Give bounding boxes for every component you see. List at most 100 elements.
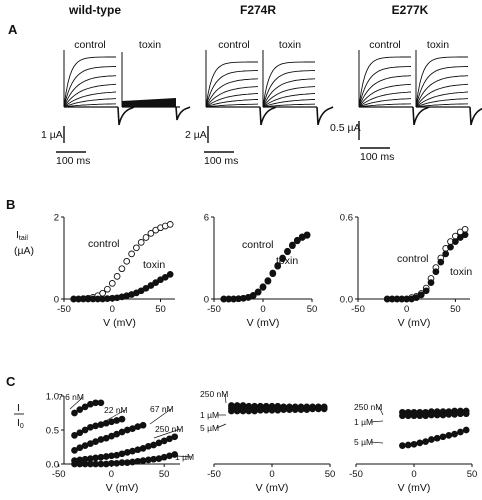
- data-point: [422, 287, 430, 295]
- current-trace: [63, 56, 116, 108]
- data-point: [269, 269, 277, 277]
- data-point: [259, 283, 267, 291]
- data-point: [404, 412, 412, 420]
- svg-text:1 µA: 1 µA: [41, 129, 63, 141]
- current-trace: [205, 103, 259, 108]
- current-trace: [415, 83, 469, 108]
- plot-b-e277k: -50 0 50 0.0 0.6 V (mV) control toxin: [340, 213, 473, 330]
- data-point: [437, 258, 445, 266]
- data-point: [457, 428, 464, 436]
- y-axis-unit: (µA): [14, 245, 34, 257]
- data-point: [262, 406, 270, 414]
- data-point: [123, 257, 131, 265]
- current-trace: [205, 78, 259, 108]
- data-point: [251, 407, 258, 415]
- data-point: [439, 433, 447, 441]
- label-toxin-wt: toxin: [139, 39, 161, 51]
- data-point: [137, 239, 145, 246]
- series-label: control: [397, 253, 429, 265]
- current-trace: [262, 61, 315, 108]
- plot-c-wild-type: -50 0 50 0.0 0.5 1.0 V (mV) I I0 7.6 nM 22 nM 67 nM…: [14, 392, 194, 494]
- x-tick-label: 50: [159, 469, 170, 480]
- label-leader: [216, 423, 227, 429]
- current-trace: [205, 70, 258, 108]
- series-label: toxin: [450, 266, 472, 278]
- traces-wt-control: [63, 50, 135, 126]
- data-point: [427, 279, 435, 286]
- data-point: [451, 411, 458, 418]
- current-trace: [63, 75, 117, 108]
- current-trace: [358, 56, 411, 108]
- data-point: [280, 406, 287, 413]
- y-axis-label: I: [17, 402, 20, 414]
- x-tick-label: 50: [467, 469, 478, 480]
- series-label: control: [88, 238, 120, 250]
- data-point: [142, 234, 150, 241]
- data-point: [399, 412, 406, 420]
- current-trace: [262, 99, 315, 108]
- data-point: [461, 231, 469, 239]
- y-axis-label-denominator: I0: [17, 417, 24, 430]
- data-point: [315, 405, 322, 413]
- traces-e277k-toxin: [415, 50, 482, 126]
- data-point: [297, 406, 305, 413]
- current-trace: [205, 99, 258, 108]
- x-axis-label: V (mV): [247, 317, 280, 329]
- data-point: [413, 294, 420, 301]
- label-control-f274r: control: [218, 39, 250, 51]
- data-point: [291, 406, 299, 413]
- data-point: [428, 436, 435, 443]
- data-point: [309, 405, 316, 413]
- data-point: [71, 409, 78, 417]
- data-point: [142, 284, 150, 292]
- series-label: 250 nM: [155, 424, 183, 434]
- blocked-traces: [122, 98, 176, 107]
- svg-text:100 ms: 100 ms: [204, 155, 238, 167]
- data-point: [447, 243, 454, 251]
- x-tick-label: 0: [110, 304, 115, 315]
- x-tick-label: 50: [307, 304, 318, 315]
- y-axis-label-sub: tail: [19, 235, 28, 242]
- data-point: [228, 407, 235, 415]
- label-leader: [101, 409, 126, 424]
- x-tick-label: 0: [260, 304, 265, 315]
- x-tick-label: 0: [269, 469, 274, 480]
- header-e277k: E277K: [392, 3, 429, 17]
- y-tick-label: 6: [204, 213, 209, 224]
- data-point: [432, 268, 440, 276]
- x-axis-label: V (mV): [103, 317, 136, 329]
- data-point: [410, 440, 418, 448]
- panel-label-b: B: [6, 197, 15, 212]
- x-tick-label: -50: [349, 469, 363, 480]
- series-label: toxin: [143, 259, 165, 271]
- data-point: [416, 412, 424, 420]
- data-point: [245, 407, 253, 415]
- current-trace: [205, 86, 259, 108]
- data-point: [451, 430, 458, 438]
- current-trace: [262, 93, 316, 108]
- scalebar-f274r: 2 µA 100 ms: [185, 126, 238, 167]
- svg-text:0.5 µA: 0.5 µA: [330, 122, 361, 134]
- x-axis-label: V (mV): [256, 482, 289, 494]
- label-leader: [149, 408, 172, 425]
- data-point: [97, 436, 105, 443]
- current-trace: [415, 75, 469, 108]
- current-trace: [358, 66, 412, 108]
- data-point: [284, 247, 291, 255]
- y-tick-label: 0.6: [340, 213, 353, 224]
- x-axis-label: V (mV): [398, 482, 431, 494]
- x-tick-label: -50: [207, 304, 221, 315]
- header-wild-type: wild-type: [68, 3, 121, 17]
- data-point: [293, 236, 301, 244]
- svg-text:100 ms: 100 ms: [56, 155, 90, 167]
- data-point: [442, 250, 450, 258]
- series-label: 22 nM: [104, 405, 128, 415]
- data-point: [433, 434, 441, 442]
- data-point: [303, 406, 311, 413]
- data-point: [274, 406, 282, 414]
- current-trace: [358, 98, 412, 108]
- data-point: [289, 241, 296, 249]
- data-point: [134, 446, 142, 454]
- data-point: [97, 399, 105, 407]
